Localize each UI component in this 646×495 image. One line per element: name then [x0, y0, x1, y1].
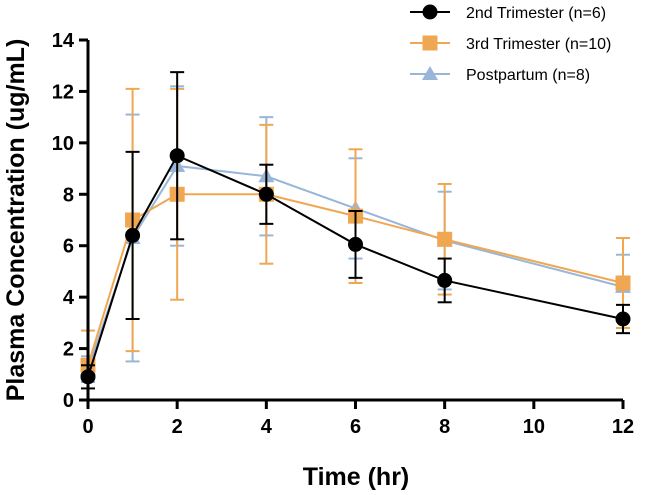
data-point	[169, 148, 185, 164]
x-tick-label: 0	[82, 416, 93, 438]
legend-label: 3rd Trimester (n=10)	[466, 36, 611, 53]
y-tick-label: 8	[63, 184, 74, 206]
data-point	[125, 227, 141, 243]
data-point	[615, 275, 631, 291]
x-tick-label: 10	[523, 416, 545, 438]
x-tick-label: 2	[172, 416, 183, 438]
legend: 2nd Trimester (n=6) 3rd Trimester (n=10) P…	[410, 4, 611, 84]
x-tick-label: 12	[612, 416, 634, 438]
y-tick-label: 2	[63, 339, 74, 361]
axes: 0 2 4 6 8 10 12 14 0 2 4 6 8 10 12	[52, 30, 634, 438]
y-tick-label: 6	[63, 236, 74, 258]
data-point	[437, 231, 453, 247]
y-tick-label: 10	[52, 133, 74, 155]
legend-marker	[422, 4, 438, 20]
legend-label: Postpartum (n=8)	[466, 67, 590, 84]
y-tick-label: 14	[52, 30, 75, 52]
legend-item: Postpartum (n=8)	[410, 66, 590, 84]
x-axis-title: Time (hr)	[303, 463, 410, 491]
y-tick-label: 12	[52, 81, 74, 103]
series-layer	[80, 71, 631, 401]
x-tick-label: 4	[261, 416, 273, 438]
legend-marker	[422, 35, 438, 51]
y-tick-label: 0	[63, 390, 74, 412]
legend-marker	[422, 66, 438, 80]
legend-item: 3rd Trimester (n=10)	[410, 35, 611, 53]
x-tick-label: 6	[350, 416, 361, 438]
data-point	[258, 186, 274, 202]
data-point	[615, 311, 631, 327]
y-tick-label: 4	[63, 287, 75, 309]
legend-item: 2nd Trimester (n=6)	[410, 4, 606, 22]
y-axis-title: Plasma Concentration (ug/mL)	[2, 39, 30, 402]
data-point	[348, 236, 363, 252]
series-0	[80, 71, 631, 390]
data-point	[437, 272, 453, 288]
x-tick-label: 8	[439, 416, 450, 438]
legend-label: 2nd Trimester (n=6)	[466, 5, 606, 22]
